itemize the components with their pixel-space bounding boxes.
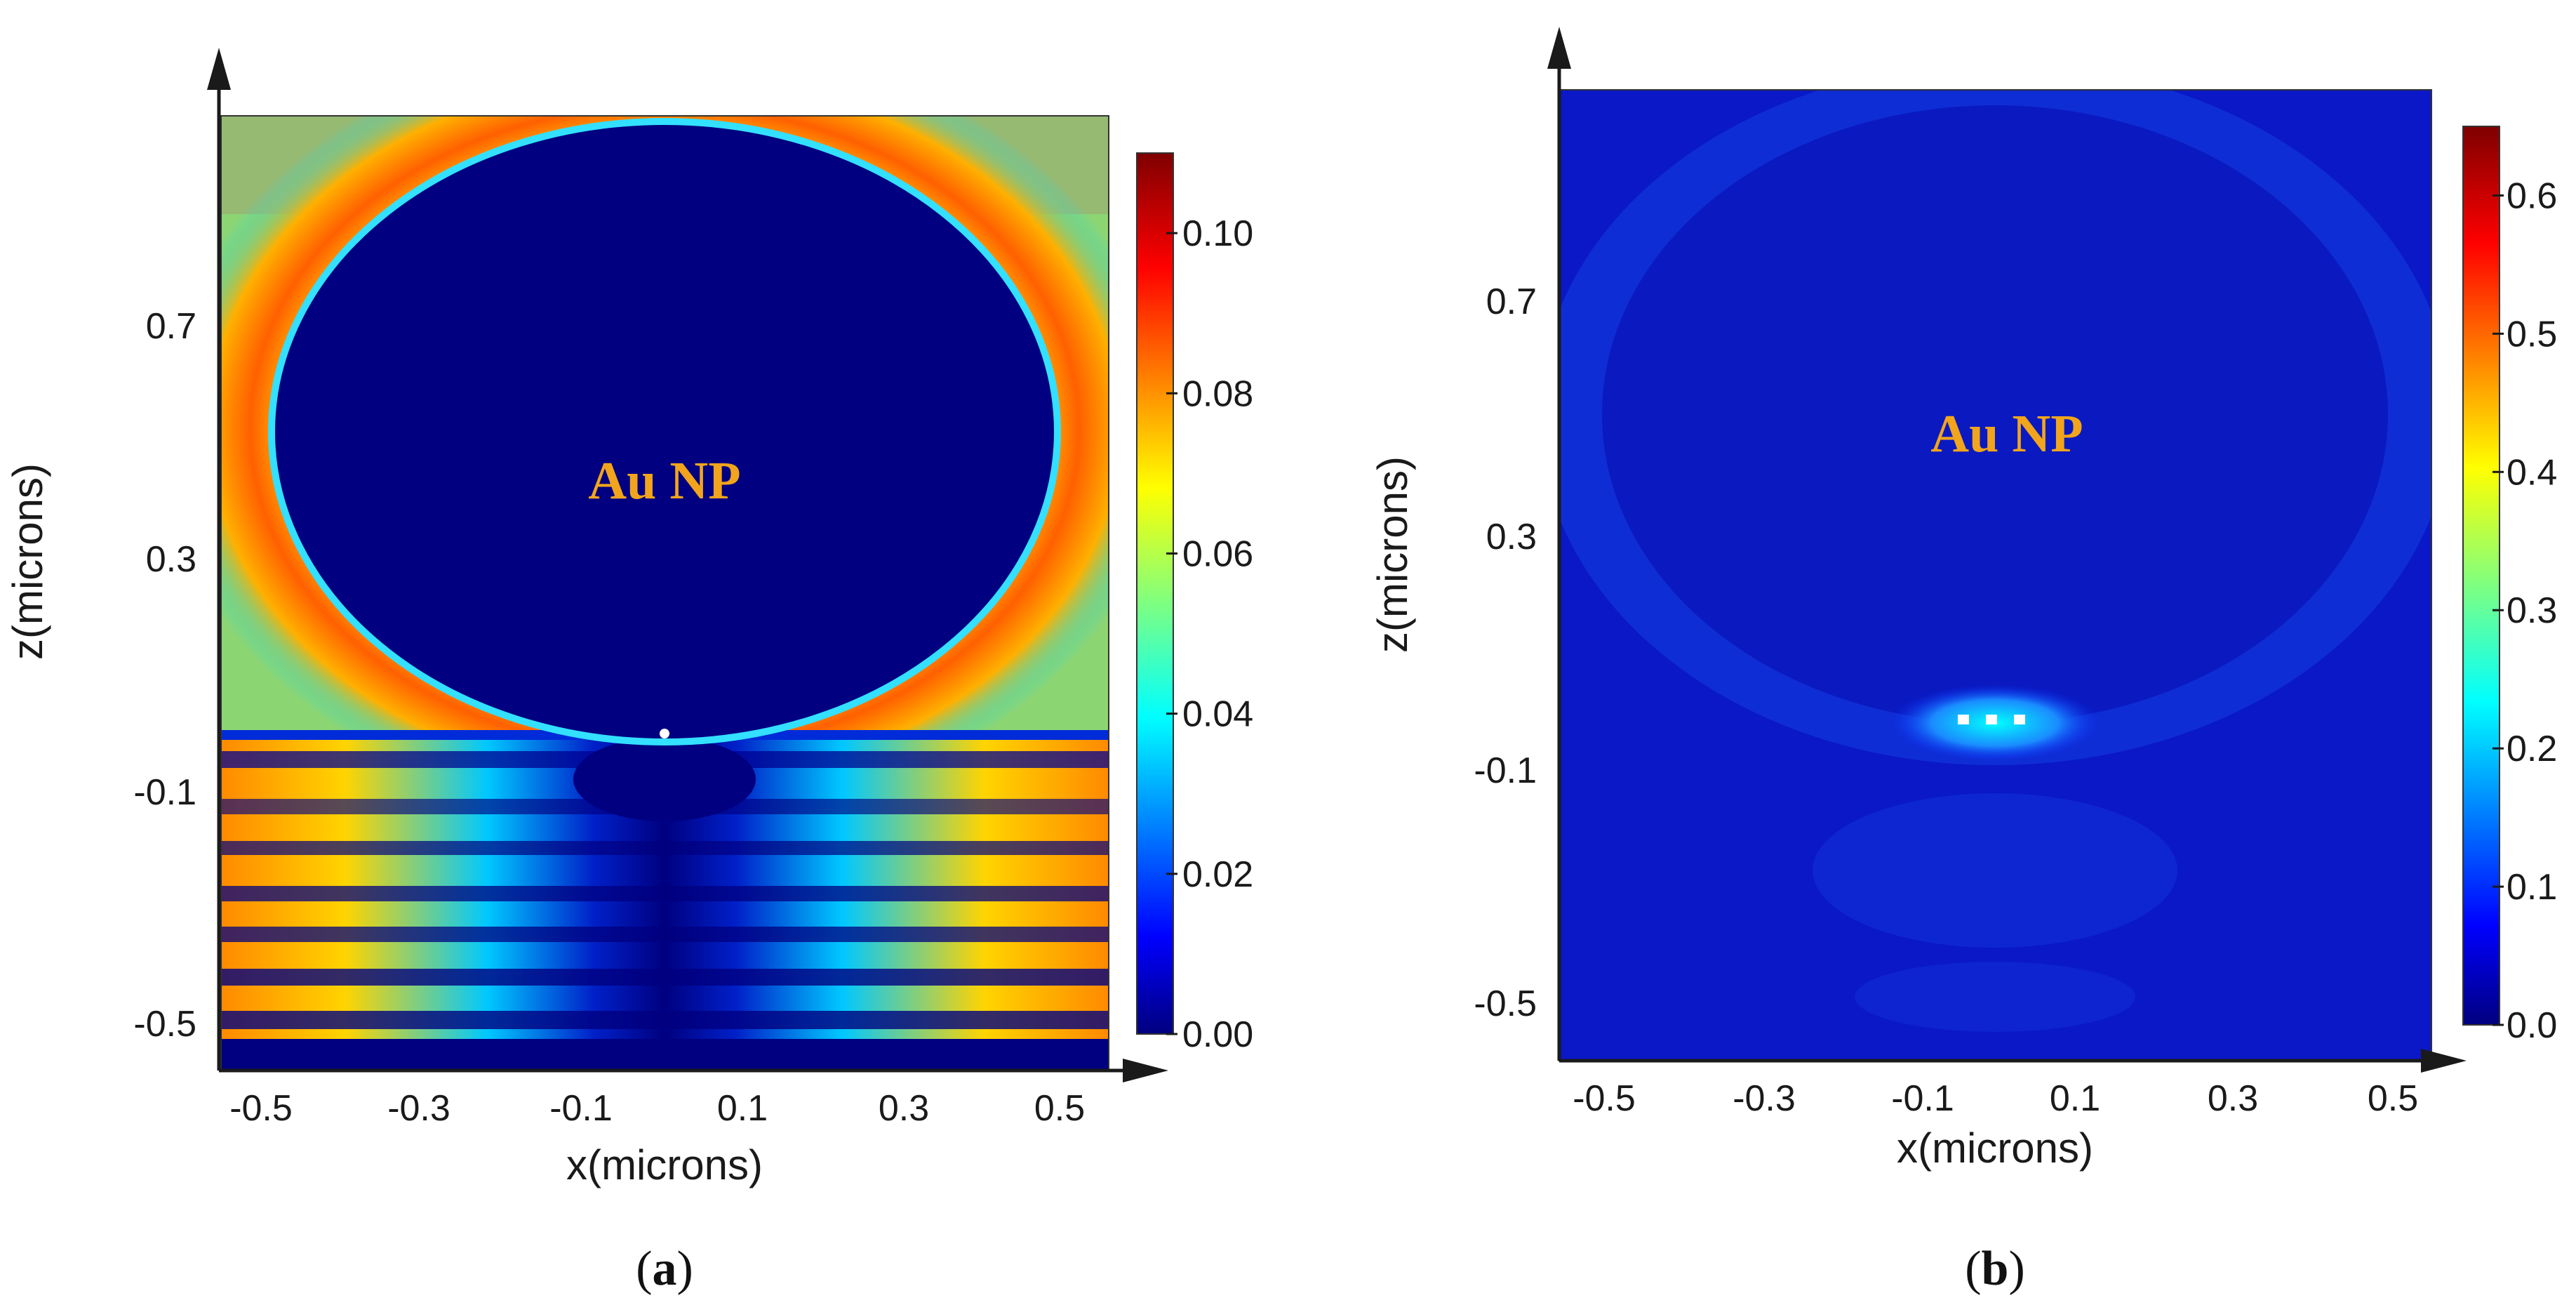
x-axis-arrow-b [2421, 1049, 2467, 1073]
x-tick-label: -0.1 [1891, 1078, 1954, 1119]
y-tick-label: -0.1 [1474, 750, 1537, 791]
x-tick-label: -0.3 [1733, 1078, 1796, 1119]
x-tick-label: -0.1 [549, 1088, 613, 1129]
caption-open: ( [636, 1242, 652, 1296]
colorbar-ticks-b: 0.6 0.5 0.4 0.3 0.2 0.1 0.0 [2492, 175, 2557, 1046]
y-axis-label-a: z(microns) [4, 463, 51, 660]
x-tick-label: -0.3 [387, 1088, 451, 1129]
x-axis-label-a: x(microns) [566, 1141, 763, 1188]
colorbar-tick-label: 0.3 [2507, 590, 2557, 631]
panel-b: -0.5 -0.3 -0.1 0.1 0.3 0.5 0.7 0.3 -0.1 … [1369, 27, 2557, 1296]
colorbar-tick-label: 0.0 [2507, 1005, 2557, 1046]
panel-caption-a: (a) [636, 1242, 693, 1296]
colorbar-gradient-b [2462, 126, 2500, 1026]
panel-a: -0.5 -0.3 -0.1 0.1 0.3 0.5 0.7 0.3 -0.1 … [4, 48, 1253, 1296]
colorbar-tick-label: 0.5 [2507, 314, 2557, 354]
y-axis-arrow-a [207, 48, 231, 90]
x-axis-arrow-a [1123, 1059, 1168, 1082]
colorbar-tick-label: 0.4 [2507, 452, 2557, 493]
colorbar-tick-label: 0.1 [2507, 867, 2557, 908]
x-tick-label: -0.5 [1573, 1078, 1636, 1119]
colorbar-tick-label: 0.06 [1182, 534, 1253, 574]
y-tick-label: -0.5 [1474, 983, 1537, 1024]
y-tick-label: 0.7 [1486, 281, 1537, 322]
x-tick-label: 0.3 [879, 1088, 929, 1129]
caption-open: ( [1965, 1242, 1981, 1296]
colorbar-tick-label: 0.04 [1182, 694, 1253, 735]
colorbar-tick-label: 0.02 [1182, 854, 1253, 895]
caption-letter: a [653, 1242, 677, 1296]
y-ticks-a: 0.7 0.3 -0.1 -0.5 [133, 306, 196, 1045]
x-tick-label: 0.5 [1034, 1088, 1085, 1129]
panel-caption-b: (b) [1965, 1242, 2025, 1296]
heatmap-b [1559, 90, 2431, 1061]
caption-close: ) [2008, 1242, 2024, 1296]
colorbar-tick-label: 0.2 [2507, 729, 2557, 769]
x-tick-label: 0.3 [2208, 1078, 2258, 1119]
x-tick-label: 0.1 [717, 1088, 768, 1129]
caption-letter: b [1982, 1242, 2009, 1296]
y-tick-label: 0.7 [146, 306, 196, 347]
x-ticks-b: -0.5 -0.3 -0.1 0.1 0.3 0.5 [1573, 1078, 2418, 1119]
colorbar-tick-label: 0.00 [1182, 1014, 1253, 1055]
colorbar-tick-label: 0.6 [2507, 175, 2557, 216]
x-tick-label: 0.1 [2050, 1078, 2100, 1119]
y-tick-label: -0.1 [133, 772, 196, 813]
colorbar-a: 0.10 0.08 0.06 0.04 0.02 0.00 [1136, 152, 1253, 1055]
au-np-label-a: Au NP [588, 451, 740, 510]
x-tick-label: 0.5 [2368, 1078, 2418, 1119]
x-ticks-a: -0.5 -0.3 -0.1 0.1 0.3 0.5 [229, 1088, 1085, 1129]
colorbar-ticks-a: 0.10 0.08 0.06 0.04 0.02 0.00 [1166, 213, 1253, 1055]
heatmap-a [221, 116, 1109, 1071]
colorbar-tick-label: 0.10 [1182, 213, 1253, 254]
x-axis-label-b: x(microns) [1897, 1125, 2093, 1172]
colorbar-gradient-a [1136, 152, 1174, 1035]
y-axis-arrow-b [1547, 27, 1571, 69]
y-ticks-b: 0.7 0.3 -0.1 -0.5 [1474, 281, 1537, 1024]
au-np-label-b: Au NP [1930, 404, 2083, 463]
x-tick-label: -0.5 [229, 1088, 293, 1129]
colorbar-b: 0.6 0.5 0.4 0.3 0.2 0.1 0.0 [2462, 126, 2557, 1046]
y-tick-label: -0.5 [133, 1004, 196, 1045]
y-axis-label-b: z(microns) [1369, 456, 1416, 653]
y-tick-label: 0.3 [146, 539, 196, 580]
caption-close: ) [677, 1242, 693, 1296]
colorbar-tick-label: 0.08 [1182, 373, 1253, 414]
y-tick-label: 0.3 [1486, 517, 1537, 557]
